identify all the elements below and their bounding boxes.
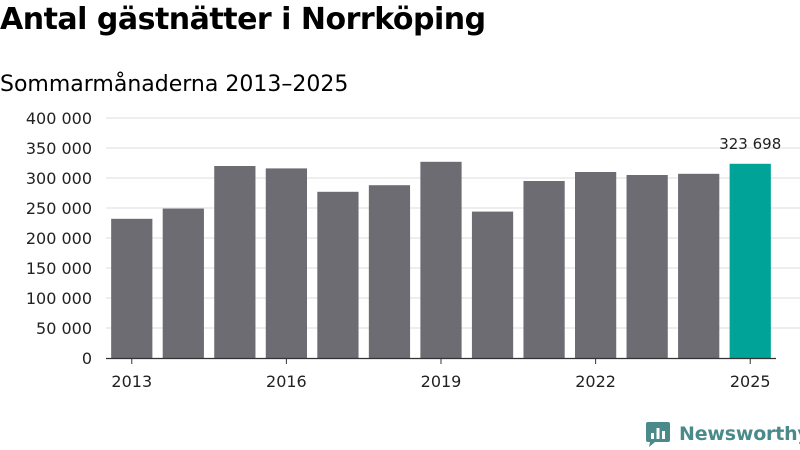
- bar-2023: [626, 175, 668, 358]
- bar-2017: [317, 191, 359, 358]
- y-tick-label: 400 000: [26, 109, 92, 128]
- bar-2018: [368, 185, 411, 358]
- x-tick-label: 2025: [730, 372, 771, 391]
- y-axis-labels: 0 50 000 100 000 150 000 200 000 250 000 300 0…: [26, 109, 92, 368]
- bar-2021: [523, 181, 565, 358]
- bars: [111, 161, 771, 358]
- x-tick-label: 2016: [266, 372, 307, 391]
- bar-2014: [162, 208, 204, 358]
- chart-subtitle: Sommarmånaderna 2013–2025: [0, 72, 349, 97]
- bar-2022: [575, 172, 617, 358]
- brand-name: Newsworthy: [679, 423, 800, 445]
- bar-2019: [420, 161, 462, 358]
- bar-2020: [471, 211, 514, 358]
- brand-logo: Newsworthy: [645, 420, 800, 448]
- y-tick-label: 100 000: [26, 289, 92, 308]
- y-tick-label: 300 000: [26, 169, 92, 188]
- y-tick-label: 250 000: [26, 199, 92, 218]
- newsworthy-logo-icon: [646, 422, 670, 447]
- chart-title: Antal gästnätter i Norrköping: [0, 2, 486, 37]
- x-tick-label: 2013: [111, 372, 152, 391]
- x-axis-labels: 2013 2016 2019 2022 2025: [111, 358, 771, 391]
- bar-2024: [678, 173, 720, 358]
- x-tick-label: 2022: [575, 372, 616, 391]
- y-tick-label: 50 000: [36, 319, 92, 338]
- y-tick-label: 350 000: [26, 139, 92, 158]
- bar-2016: [265, 168, 307, 358]
- bar-2013: [111, 218, 153, 358]
- bar-2015: [214, 166, 256, 358]
- y-tick-label: 150 000: [26, 259, 92, 278]
- bar-2025: [729, 163, 771, 358]
- data-labels: 323 698: [719, 135, 781, 153]
- x-tick-label: 2019: [421, 372, 462, 391]
- data-label: 323 698: [719, 135, 781, 153]
- y-tick-label: 200 000: [26, 229, 92, 248]
- y-tick-label: 0: [82, 349, 92, 368]
